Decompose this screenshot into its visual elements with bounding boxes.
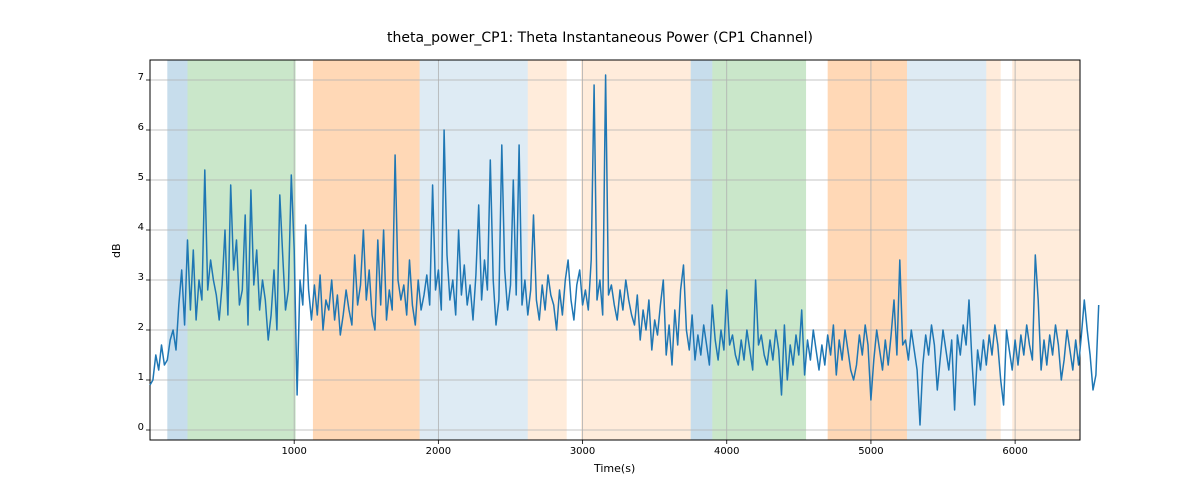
x-tick-label: 4000 (707, 446, 747, 457)
y-tick-label: 2 (120, 322, 144, 333)
x-tick-label: 2000 (418, 446, 458, 457)
y-tick-label: 5 (120, 172, 144, 183)
plot-area (0, 0, 1200, 500)
x-tick-label: 1000 (274, 446, 314, 457)
y-axis-label: dB (110, 243, 123, 258)
y-tick-label: 0 (120, 422, 144, 433)
y-tick-label: 1 (120, 372, 144, 383)
y-tick-label: 4 (120, 222, 144, 233)
chart-container: theta_power_CP1: Theta Instantaneous Pow… (0, 0, 1200, 500)
chart-title: theta_power_CP1: Theta Instantaneous Pow… (0, 30, 1200, 46)
x-tick-label: 3000 (563, 446, 603, 457)
y-tick-label: 7 (120, 72, 144, 83)
y-tick-label: 6 (120, 122, 144, 133)
x-axis-label: Time(s) (594, 462, 635, 475)
x-tick-label: 6000 (995, 446, 1035, 457)
x-tick-label: 5000 (851, 446, 891, 457)
y-tick-label: 3 (120, 272, 144, 283)
